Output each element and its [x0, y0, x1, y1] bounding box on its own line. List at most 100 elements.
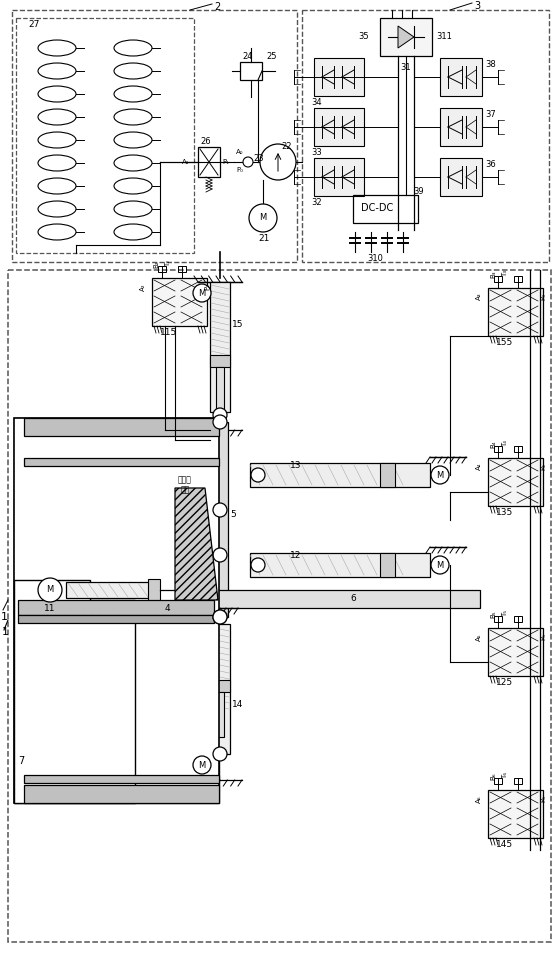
- Text: B₅: B₅: [490, 610, 496, 617]
- Text: 24: 24: [242, 52, 253, 61]
- Circle shape: [193, 284, 211, 302]
- Text: 27: 27: [28, 20, 39, 29]
- Text: P₆: P₆: [540, 795, 546, 802]
- Text: P₂: P₂: [204, 283, 210, 290]
- Ellipse shape: [114, 40, 152, 56]
- Text: DC-DC: DC-DC: [361, 203, 393, 213]
- Text: M: M: [198, 761, 206, 769]
- Text: P₄: P₄: [540, 463, 546, 470]
- Text: 11: 11: [44, 604, 55, 613]
- Text: A₀: A₀: [236, 149, 244, 155]
- Text: 31: 31: [400, 63, 411, 72]
- Bar: [494, 778, 502, 784]
- Circle shape: [213, 747, 227, 761]
- Text: 33: 33: [311, 148, 322, 157]
- Ellipse shape: [114, 201, 152, 217]
- Bar: [488, 288, 543, 336]
- Text: B₄: B₄: [490, 440, 496, 448]
- Text: A₂: A₂: [140, 283, 146, 291]
- Text: 7: 7: [18, 756, 24, 766]
- Bar: [210, 624, 230, 754]
- Circle shape: [38, 578, 62, 602]
- Text: 310: 310: [367, 254, 383, 263]
- Bar: [314, 58, 364, 96]
- Bar: [488, 628, 543, 676]
- Bar: [314, 158, 364, 196]
- Text: P₅: P₅: [540, 633, 546, 640]
- Text: 26: 26: [200, 137, 211, 146]
- Bar: [66, 582, 156, 598]
- Text: 35: 35: [358, 32, 368, 41]
- Bar: [250, 553, 430, 577]
- Circle shape: [213, 408, 227, 422]
- Text: 37: 37: [485, 110, 496, 119]
- Circle shape: [213, 503, 227, 517]
- Circle shape: [213, 610, 227, 624]
- Bar: [216, 692, 224, 737]
- Bar: [12, 10, 297, 262]
- Polygon shape: [175, 488, 218, 600]
- Text: 2: 2: [214, 2, 220, 12]
- Bar: [212, 590, 480, 608]
- Ellipse shape: [114, 132, 152, 148]
- Text: 125: 125: [496, 678, 513, 687]
- Text: 22: 22: [281, 142, 291, 151]
- Text: 12: 12: [290, 551, 301, 560]
- Text: 14: 14: [232, 700, 243, 709]
- Text: 1: 1: [2, 627, 9, 637]
- Bar: [514, 446, 522, 452]
- Text: M: M: [198, 288, 206, 298]
- Bar: [440, 158, 482, 196]
- Bar: [24, 785, 219, 803]
- Bar: [250, 463, 430, 487]
- Bar: [488, 790, 543, 838]
- Circle shape: [431, 466, 449, 484]
- Text: 15: 15: [232, 320, 244, 329]
- Polygon shape: [398, 26, 414, 48]
- Ellipse shape: [38, 109, 76, 125]
- Ellipse shape: [38, 201, 76, 217]
- Ellipse shape: [38, 86, 76, 102]
- Bar: [380, 463, 395, 487]
- Bar: [302, 10, 549, 262]
- Text: T₂: T₂: [165, 260, 171, 267]
- Text: 3: 3: [474, 1, 480, 11]
- Circle shape: [431, 556, 449, 574]
- Bar: [14, 418, 219, 803]
- Text: P₃: P₃: [540, 293, 546, 300]
- Bar: [440, 108, 482, 146]
- Ellipse shape: [38, 224, 76, 240]
- Text: 23: 23: [253, 154, 264, 163]
- Bar: [16, 18, 194, 253]
- Text: 1: 1: [1, 612, 8, 622]
- Bar: [210, 282, 230, 412]
- Bar: [514, 778, 522, 784]
- Text: 13: 13: [290, 461, 301, 470]
- Text: M: M: [437, 471, 444, 479]
- Bar: [240, 62, 262, 80]
- Text: T₃: T₃: [502, 270, 508, 277]
- Text: P₁: P₁: [222, 159, 229, 165]
- Text: 145: 145: [496, 840, 513, 849]
- Text: B₂: B₂: [153, 260, 159, 268]
- Text: B₃: B₃: [490, 270, 496, 278]
- Text: A₄: A₄: [476, 463, 482, 471]
- Text: 34: 34: [311, 98, 321, 107]
- Ellipse shape: [38, 63, 76, 79]
- Text: M: M: [437, 561, 444, 569]
- Ellipse shape: [38, 40, 76, 56]
- Ellipse shape: [114, 155, 152, 171]
- Text: 6: 6: [350, 594, 356, 603]
- Ellipse shape: [38, 178, 76, 194]
- Bar: [24, 775, 219, 783]
- Text: A₃: A₃: [476, 293, 482, 300]
- Text: 21: 21: [258, 234, 269, 243]
- Bar: [494, 616, 502, 622]
- Ellipse shape: [38, 132, 76, 148]
- Text: M: M: [46, 586, 54, 594]
- Bar: [8, 270, 551, 942]
- Bar: [380, 18, 432, 56]
- Bar: [380, 553, 395, 577]
- Text: 4: 4: [165, 604, 170, 613]
- Text: 38: 38: [485, 60, 496, 69]
